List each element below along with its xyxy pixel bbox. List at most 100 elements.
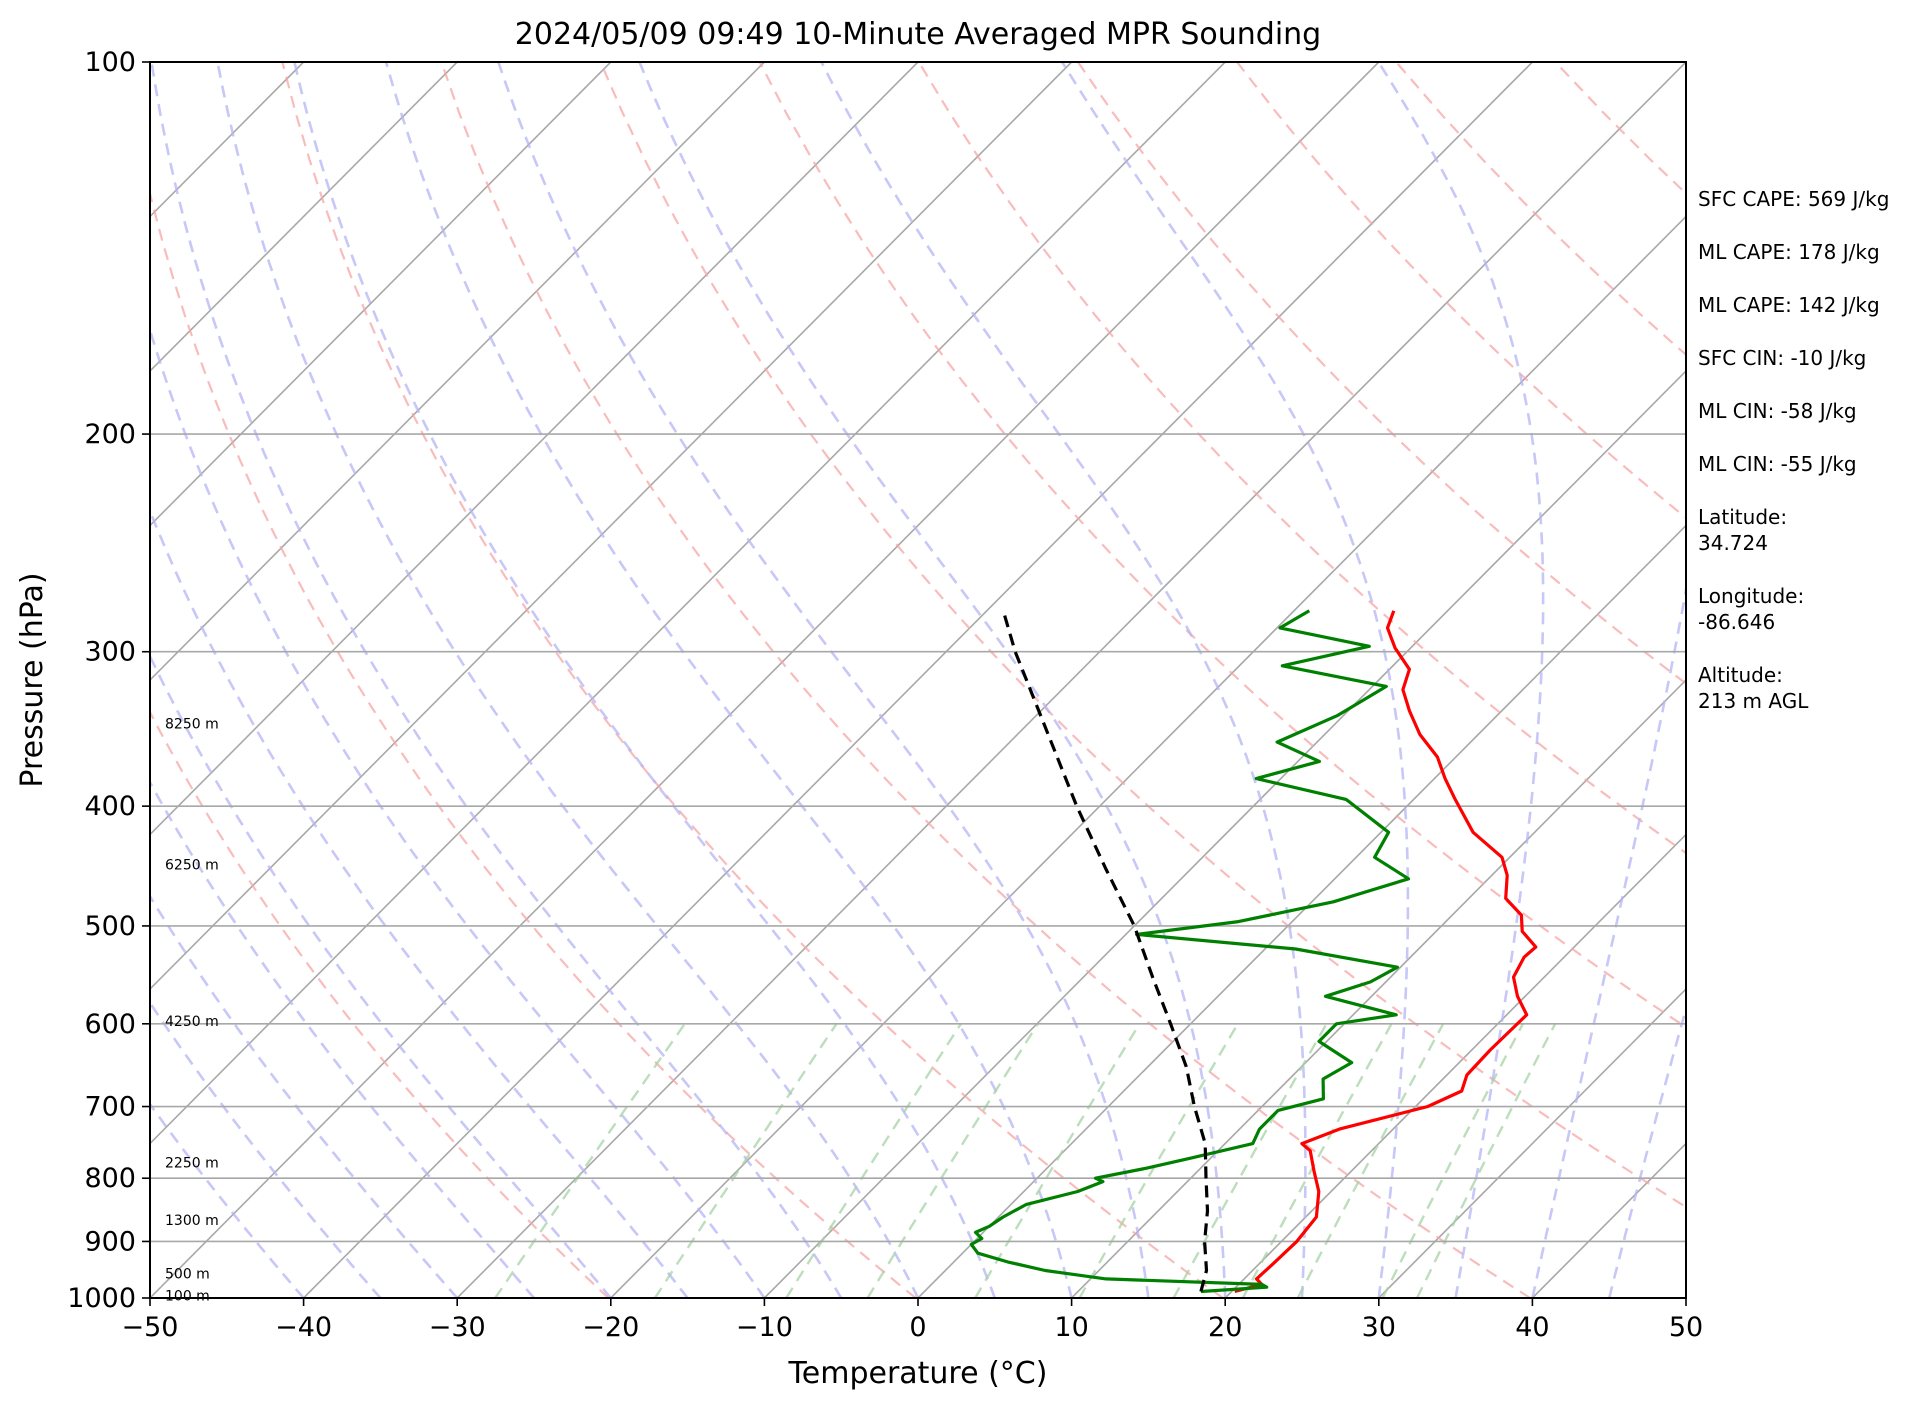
mixing-ratio-line (866, 1023, 1039, 1298)
sounding-index: ML CAPE: 142 J/kg (1698, 292, 1913, 318)
dewpoint-profile (969, 609, 1411, 1294)
height-label: 4250 m (165, 1014, 219, 1030)
moist-adiabat-line (638, 62, 1227, 1298)
y-tick-label: 800 (84, 1163, 136, 1194)
dry-adiabat-line (758, 62, 1686, 1029)
isotherm-line (917, 524, 1686, 1298)
moist-adiabat-line (150, 325, 766, 1298)
x-tick-label: −30 (429, 1312, 486, 1343)
x-tick-label: 50 (1669, 1312, 1703, 1343)
dry-adiabat-line (150, 188, 917, 1298)
x-tick-label: 20 (1208, 1312, 1242, 1343)
isotherm-line (1224, 833, 1686, 1298)
y-tick-label: 200 (84, 419, 136, 450)
sounding-index-line: SFC CIN: -10 J/kg (1698, 346, 1867, 370)
y-tick-label: 700 (84, 1092, 136, 1123)
moist-adiabat-line (1060, 62, 1410, 1298)
sounding-index: Longitude: -86.646 (1698, 583, 1913, 635)
chart-title: 2024/05/09 09:49 10-Minute Averaged MPR … (515, 17, 1321, 52)
moist-adiabat-line (150, 507, 689, 1298)
y-tick-label: 300 (84, 637, 136, 668)
x-tick-label: −20 (582, 1312, 639, 1343)
sounding-index-line: ML CIN: -55 J/kg (1698, 452, 1857, 476)
y-tick-label: 100 (84, 47, 136, 78)
moist-adiabat-line (1377, 62, 1545, 1298)
moist-adiabat-line (497, 62, 1150, 1298)
dry-adiabat-line (599, 62, 1686, 1209)
sounding-index: ML CIN: -55 J/kg (1698, 451, 1913, 477)
isotherm-line (150, 62, 458, 373)
moist-adiabat-line (1607, 1003, 1686, 1298)
moist-adiabat-line (150, 62, 843, 1298)
y-axis-label: Pressure (hPa) (15, 572, 50, 787)
y-tick-label: 1000 (67, 1283, 136, 1314)
x-tick-label: 40 (1515, 1312, 1549, 1343)
y-tick-label: 900 (84, 1226, 136, 1257)
sounding-index-line: ML CAPE: 178 J/kg (1698, 240, 1880, 264)
height-label: 500 m (165, 1266, 210, 1282)
mixing-ratio-line (974, 1023, 1141, 1298)
height-label: 100 m (165, 1288, 210, 1304)
height-label: 6250 m (165, 858, 219, 874)
sounding-index-line: Longitude: (1698, 584, 1805, 608)
height-label: 1300 m (165, 1213, 219, 1229)
isotherm-line (303, 62, 1533, 1298)
x-axis-label: Temperature (°C) (788, 1356, 1048, 1391)
dry-adiabat-line (281, 62, 1224, 1298)
sounding-index-line: Altitude: (1698, 663, 1783, 687)
parcel-path (1002, 614, 1210, 1292)
x-tick-label: 30 (1362, 1312, 1396, 1343)
sounding-index: Latitude: 34.724 (1698, 504, 1913, 556)
isotherm-line (456, 62, 1686, 1298)
sounding-index-line: 213 m AGL (1698, 689, 1809, 713)
sounding-index-line: ML CAPE: 142 J/kg (1698, 293, 1880, 317)
sounding-indices-panel: SFC CAPE: 569 J/kg ML CAPE: 178 J/kg ML CA… (1698, 186, 1913, 741)
mixing-ratio-line (653, 1023, 838, 1298)
mixing-ratio-line (1296, 1023, 1445, 1298)
sounding-index-line: -86.646 (1698, 610, 1776, 634)
x-tick-label: 0 (909, 1312, 926, 1343)
height-label: 8250 m (165, 717, 219, 733)
isotherm-line (150, 62, 612, 527)
height-labels: 100 m 500 m 1300 m 2250 m 4250 m 6250 m 8250 m (165, 717, 219, 1305)
height-label: 2250 m (165, 1156, 219, 1172)
sounding-index-line: SFC CAPE: 569 J/kg (1698, 187, 1890, 211)
isotherm-line (1378, 987, 1686, 1298)
dry-adiabat-line (440, 62, 1531, 1298)
dry-adiabat-line (1076, 62, 1686, 685)
moist-adiabat-line (384, 62, 1073, 1298)
sounding-index-line: ML CIN: -58 J/kg (1698, 399, 1857, 423)
isotherm-line (150, 62, 919, 836)
dry-adiabat-line (917, 62, 1686, 855)
isotherm-line (763, 369, 1686, 1298)
mixing-ratio-line (1415, 1023, 1557, 1298)
mixing-ratio-line (1172, 1023, 1328, 1298)
x-tick-label: −50 (122, 1312, 179, 1343)
plot-frame (149, 61, 1687, 1299)
y-tick-label: 500 (84, 911, 136, 942)
isotherm-line (150, 62, 1226, 1145)
moist-adiabat-line (216, 62, 920, 1298)
moist-adiabat-line (293, 62, 997, 1298)
y-tick-label: 600 (84, 1009, 136, 1040)
mixing-ratio-line (1241, 1023, 1393, 1298)
isotherm-line (610, 215, 1686, 1298)
sounding-index: SFC CAPE: 569 J/kg (1698, 186, 1913, 212)
sounding-index: SFC CIN: -10 J/kg (1698, 345, 1913, 371)
sounding-index: ML CAPE: 178 J/kg (1698, 239, 1913, 265)
y-axis-ticks: 100 200 300 400 500 600 700 800 900 1000 (67, 47, 150, 1314)
y-tick-label: 400 (84, 791, 136, 822)
x-axis-ticks: −50 −40 −30 −20 −10 0 10 20 30 40 50 (122, 1298, 1703, 1343)
sounding-index: ML CIN: -58 J/kg (1698, 398, 1913, 424)
isotherm-line (150, 62, 1380, 1298)
temperature-profile (1234, 610, 1538, 1294)
data-series (969, 609, 1538, 1294)
sounding-index-line: 34.724 (1698, 531, 1768, 555)
x-tick-label: −40 (275, 1312, 332, 1343)
mixing-ratio-line (1381, 1023, 1524, 1298)
dry-adiabat-line (150, 709, 610, 1298)
background-grid (150, 62, 1686, 1298)
x-tick-label: 10 (1054, 1312, 1088, 1343)
moist-adiabat-line (820, 62, 1307, 1298)
isotherm-line (150, 62, 1073, 991)
